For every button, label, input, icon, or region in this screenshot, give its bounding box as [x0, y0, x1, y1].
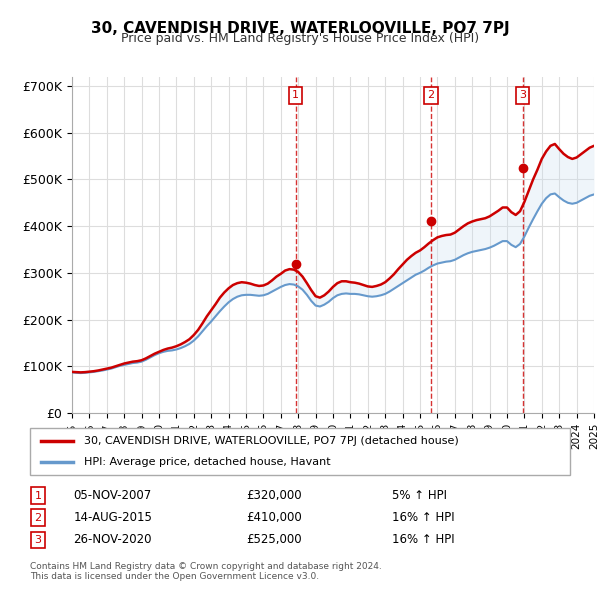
- Text: HPI: Average price, detached house, Havant: HPI: Average price, detached house, Hava…: [84, 457, 331, 467]
- Text: Price paid vs. HM Land Registry's House Price Index (HPI): Price paid vs. HM Land Registry's House …: [121, 32, 479, 45]
- Text: £410,000: £410,000: [246, 511, 302, 525]
- Text: 16% ↑ HPI: 16% ↑ HPI: [392, 511, 454, 525]
- Text: 14-AUG-2015: 14-AUG-2015: [73, 511, 152, 525]
- Text: 5% ↑ HPI: 5% ↑ HPI: [392, 489, 447, 502]
- Text: 16% ↑ HPI: 16% ↑ HPI: [392, 533, 454, 546]
- Text: 2: 2: [35, 513, 41, 523]
- Text: 05-NOV-2007: 05-NOV-2007: [73, 489, 151, 502]
- Text: 2: 2: [427, 90, 434, 100]
- Text: £320,000: £320,000: [246, 489, 302, 502]
- FancyBboxPatch shape: [30, 428, 570, 475]
- Text: 1: 1: [292, 90, 299, 100]
- Text: This data is licensed under the Open Government Licence v3.0.: This data is licensed under the Open Gov…: [30, 572, 319, 581]
- Text: 26-NOV-2020: 26-NOV-2020: [73, 533, 152, 546]
- Text: 30, CAVENDISH DRIVE, WATERLOOVILLE, PO7 7PJ (detached house): 30, CAVENDISH DRIVE, WATERLOOVILLE, PO7 …: [84, 436, 459, 446]
- Text: Contains HM Land Registry data © Crown copyright and database right 2024.: Contains HM Land Registry data © Crown c…: [30, 562, 382, 571]
- Text: 3: 3: [519, 90, 526, 100]
- Text: 30, CAVENDISH DRIVE, WATERLOOVILLE, PO7 7PJ: 30, CAVENDISH DRIVE, WATERLOOVILLE, PO7 …: [91, 21, 509, 35]
- Text: 1: 1: [35, 491, 41, 500]
- Text: 3: 3: [35, 535, 41, 545]
- Text: £525,000: £525,000: [246, 533, 302, 546]
